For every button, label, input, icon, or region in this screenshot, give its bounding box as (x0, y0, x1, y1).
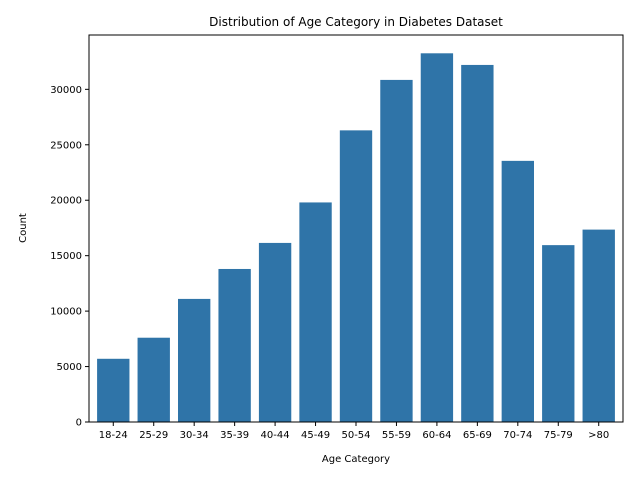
x-tick-label: 18-24 (99, 430, 128, 441)
bar-75-79 (542, 245, 575, 422)
x-tick-label: 45-49 (301, 430, 330, 441)
y-tick-label: 20000 (50, 196, 82, 207)
x-tick-label: 35-39 (220, 430, 249, 441)
x-tick-label: 55-59 (382, 430, 411, 441)
bar->80 (582, 229, 615, 422)
chart-title: Distribution of Age Category in Diabetes… (209, 15, 503, 29)
y-tick-label: 30000 (50, 85, 82, 96)
x-tick-label: 30-34 (180, 430, 209, 441)
bar-40-44 (258, 242, 292, 422)
y-tick-label: 5000 (57, 362, 82, 373)
bar-18-24 (97, 358, 130, 422)
x-tick-label: 50-54 (341, 430, 370, 441)
x-tick-label: 65-69 (463, 430, 492, 441)
bar-70-74 (501, 160, 534, 423)
y-tick-label: 25000 (50, 140, 82, 151)
x-tick-label: >80 (588, 430, 609, 441)
y-tick-label: 0 (76, 418, 82, 429)
x-tick-label: 75-79 (544, 430, 573, 441)
bar-50-54 (339, 130, 373, 423)
y-axis-label: Count (18, 213, 29, 243)
x-tick-label: 70-74 (503, 430, 532, 441)
bar-60-64 (420, 53, 454, 423)
y-tick-label: 10000 (50, 307, 82, 318)
x-tick-label: 60-64 (422, 430, 451, 441)
bar-35-39 (218, 268, 251, 422)
x-axis: 18-24 25-29 30-34 35-39 40-44 45-49 50-54 55-59… (99, 422, 609, 441)
bar-25-29 (137, 337, 170, 422)
y-tick-label: 15000 (50, 251, 82, 262)
x-tick-label: 40-44 (261, 430, 290, 441)
bar-55-59 (380, 79, 413, 422)
bars-group (97, 53, 615, 423)
plot-frame (88, 34, 624, 423)
x-tick-label: 25-29 (139, 430, 168, 441)
y-axis: 0 5000 10000 15000 20000 25000 30000 (50, 85, 89, 429)
x-axis-label: Age Category (322, 454, 390, 465)
bar-65-69 (461, 64, 494, 422)
bar-30-34 (178, 298, 211, 422)
bar-45-49 (299, 202, 332, 422)
